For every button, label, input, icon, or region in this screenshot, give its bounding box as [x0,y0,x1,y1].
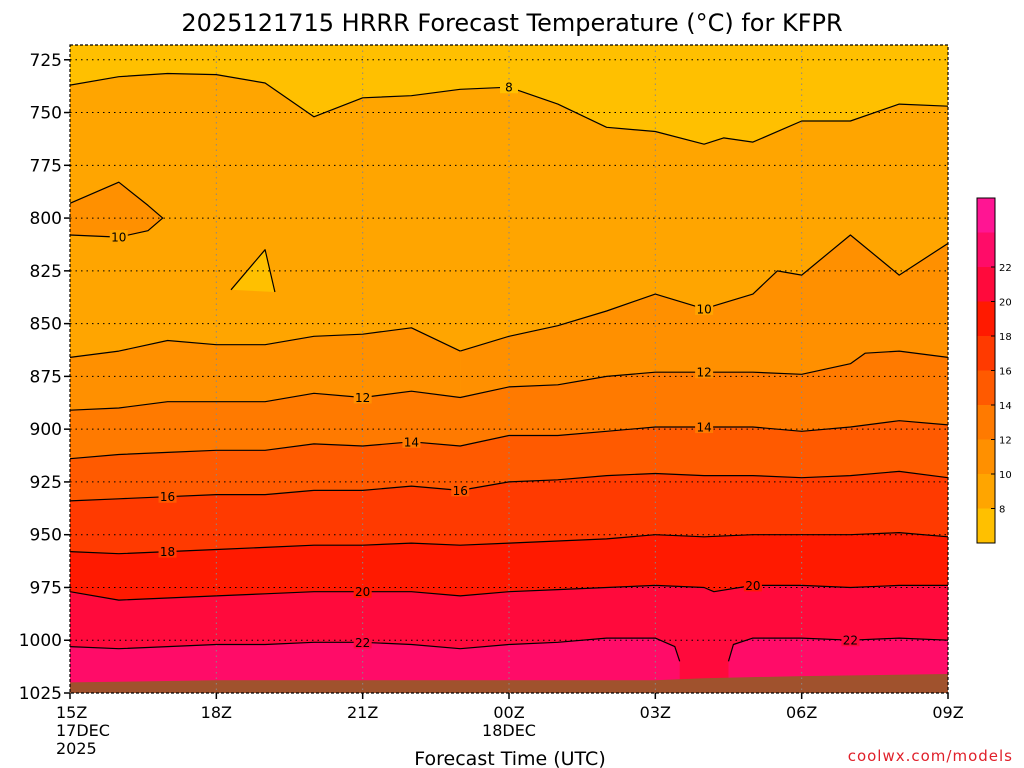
contour-line-22-11 [727,637,948,662]
contour-label-bg-12 [353,635,372,649]
contour-line-14-6 [70,420,948,460]
contour-label-bg-13 [841,633,860,647]
contour-label-bg-5 [402,434,421,448]
contour-label-22-13: 22 [843,634,858,648]
contour-label-20-10: 20 [355,585,370,599]
y-tick-label-825: 825 [30,262,62,282]
contour-label-22-12: 22 [355,636,370,650]
contour-line-8-0 [70,72,948,145]
contour-line-18-8 [70,531,948,555]
x-tick-label-06Z: 06Z [786,703,817,722]
x-tick-sub-15Z-1: 2025 [56,739,97,758]
contour-label-bg-10 [353,584,372,598]
colorbar-swatch-8 [977,474,995,509]
contour-label-bg-6 [695,420,714,434]
contour-label-bg-9 [158,544,177,558]
plot-area [70,45,948,693]
y-tick-label-1025: 1025 [19,684,62,704]
contour-labels: 8 10 10 12 12 14 14 16 16 18 20 20 22 22 [109,80,860,650]
colorbar-label-20: 20 [999,298,1012,309]
contour-line-11-4 [70,327,461,358]
y-tick-label-975: 975 [30,578,62,598]
contour-label-12-4: 12 [696,366,711,380]
y-tick-label-725: 725 [30,51,62,71]
contour-label-bg-7 [158,489,177,503]
contour-label-10-2: 10 [696,302,711,316]
contour-line-9-1 [230,249,276,293]
colorbar-label-8: 8 [999,505,1005,516]
colorbar-swatch-18 [977,301,995,336]
y-tick-label-950: 950 [30,526,62,546]
colorbar-swatch-14 [977,370,995,405]
colorbar-swatch-16 [977,336,995,371]
contour-line-16-7 [70,470,948,502]
colorbar-label-18: 18 [999,332,1012,343]
y-tick-label-900: 900 [30,420,62,440]
contour-label-bg-4 [695,365,714,379]
y-tick-label-850: 850 [30,315,62,335]
contour-line-20-9 [70,584,948,601]
contour-label-bg-3 [353,390,372,404]
contour-label-14-5: 14 [404,435,419,449]
y-tick-label-925: 925 [30,473,62,493]
x-tick-label-03Z: 03Z [640,703,671,722]
colorbar-label-10: 10 [999,470,1012,481]
colorbar-swatch-6 [977,508,995,543]
colorbar-swatch-10 [977,439,995,474]
y-tick-label-775: 775 [30,156,62,176]
contour-label-16-7: 16 [160,490,175,504]
contour-label-bg-11 [743,578,762,592]
colorbar-label-16: 16 [999,367,1012,378]
contour-label-14-6: 14 [696,421,711,435]
colorbar-label-12: 12 [999,436,1012,447]
band-fill-10 [70,638,680,693]
colorbar-swatch-12 [977,405,995,440]
y-tick-label-750: 750 [30,104,62,124]
x-tick-label-21Z: 21Z [347,703,378,722]
y-tick-label-800: 800 [30,209,62,229]
x-tick-label-09Z: 09Z [932,703,963,722]
contour-label-16-8: 16 [453,484,468,498]
contour-label-bg-8 [451,483,470,497]
contour-label-12-3: 12 [355,391,370,405]
contour-label-10-1: 10 [111,231,126,245]
contour-line-12-5 [70,350,948,411]
colorbar-swatch-20 [977,267,995,302]
contour-line-10-3 [460,234,948,352]
band-pocket-10 [70,182,163,238]
contour-label-20-11: 20 [745,579,760,593]
contour-label-8-0: 8 [505,81,513,95]
chart-title: 2025121715 HRRR Forecast Temperature (°C… [181,9,842,37]
x-tick-sub-15Z-0: 17DEC [56,721,110,740]
contour-label-bg-1 [109,230,128,244]
x-tick-sub-00Z-0: 18DEC [482,721,536,740]
temperature-bands [70,45,948,693]
colorbar-swatch-22 [977,232,995,267]
y-tick-label-1000: 1000 [19,631,62,651]
contour-line-22-10 [70,637,681,662]
colorbar-label-14: 14 [999,401,1012,412]
contour-label-bg-0 [500,80,518,94]
colorbar: 8 10 12 14 16 18 20 22 [976,197,1012,544]
isotherm-contours [70,72,948,662]
x-tick-label-00Z: 00Z [493,703,524,722]
contour-label-bg-2 [695,301,714,315]
credit-text: coolwx.com/models [848,747,1013,765]
x-tick-label-15Z: 15Z [56,703,87,722]
colorbar-swatch-24 [977,198,995,233]
contour-label-18-9: 18 [160,545,175,559]
y-tick-label-875: 875 [30,367,62,387]
x-axis-label: Forecast Time (UTC) [414,748,605,768]
y-axis: 725 750 775 800 825 850 875 900 925 950 975 1000 102… [19,51,70,704]
x-tick-label-18Z: 18Z [201,703,232,722]
colorbar-label-22: 22 [999,263,1012,274]
